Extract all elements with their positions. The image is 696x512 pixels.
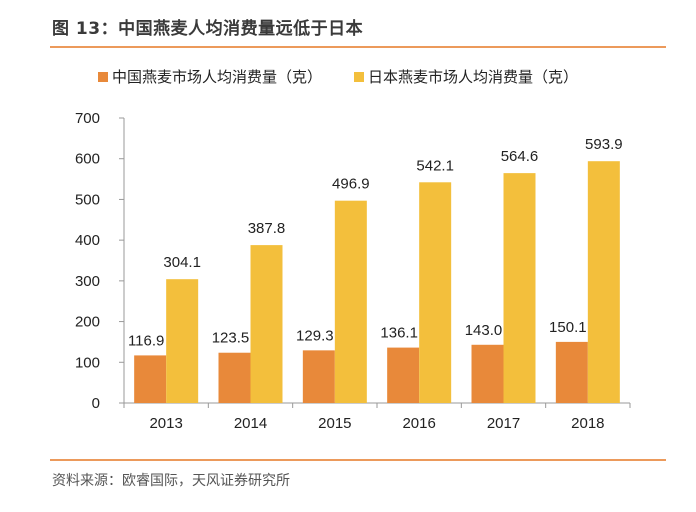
- bar-chart: 中国燕麦市场人均消费量（克） 日本燕麦市场人均消费量（克） 0 100 200 300 40…: [75, 68, 631, 432]
- data-label-china: 129.3: [296, 327, 334, 344]
- data-label-japan: 542.1: [416, 157, 454, 174]
- bar-china: [387, 347, 420, 403]
- data-label-china: 150.1: [549, 319, 587, 336]
- data-label-japan: 593.9: [585, 136, 623, 153]
- x-tick-label: 2015: [318, 415, 351, 432]
- bar-japan: [250, 245, 283, 403]
- data-label-japan: 564.6: [501, 148, 539, 165]
- legend-label: 日本燕麦市场人均消费量（克）: [368, 68, 578, 86]
- source-note: 资料来源：欧睿国际，天风证券研究所: [52, 473, 290, 489]
- figure-title: 图 13：中国燕麦人均消费量远低于日本: [52, 19, 364, 39]
- x-tick-label: 2013: [149, 415, 182, 432]
- bar-china: [471, 344, 504, 403]
- y-tick-label: 100: [75, 354, 100, 371]
- bar-china: [555, 341, 588, 403]
- y-tick-label: 400: [75, 232, 100, 249]
- x-tick-label: 2014: [234, 415, 267, 432]
- bar-japan: [419, 182, 452, 403]
- data-label-china: 116.9: [128, 332, 164, 349]
- legend-swatch: [354, 72, 364, 82]
- bar-china: [218, 352, 251, 403]
- legend-label: 中国燕麦市场人均消费量（克）: [112, 68, 322, 86]
- data-label-china: 143.0: [465, 322, 503, 339]
- data-label-japan: 304.1: [163, 254, 201, 271]
- data-label-china: 136.1: [380, 325, 418, 342]
- y-tick-label: 500: [75, 191, 100, 208]
- bar-japan: [334, 200, 367, 403]
- bar-china: [134, 355, 167, 403]
- bar-china: [302, 350, 335, 403]
- x-tick-label: 2016: [402, 415, 435, 432]
- legend-swatch: [98, 72, 108, 82]
- y-tick-label: 700: [75, 110, 100, 127]
- bar-japan: [503, 173, 536, 403]
- bar-japan: [166, 279, 199, 403]
- data-label-japan: 496.9: [332, 176, 370, 193]
- x-tick-label: 2018: [571, 415, 604, 432]
- y-tick-label: 600: [75, 151, 100, 168]
- footer-divider: [50, 459, 666, 461]
- data-label-japan: 387.8: [248, 220, 286, 237]
- data-label-china: 123.5: [212, 330, 250, 347]
- bar-japan: [587, 161, 620, 403]
- y-tick-label: 200: [75, 314, 100, 331]
- x-tick-label: 2017: [487, 415, 520, 432]
- y-tick-label: 300: [75, 273, 100, 290]
- y-tick-label: 0: [92, 395, 100, 412]
- title-divider: [50, 46, 666, 48]
